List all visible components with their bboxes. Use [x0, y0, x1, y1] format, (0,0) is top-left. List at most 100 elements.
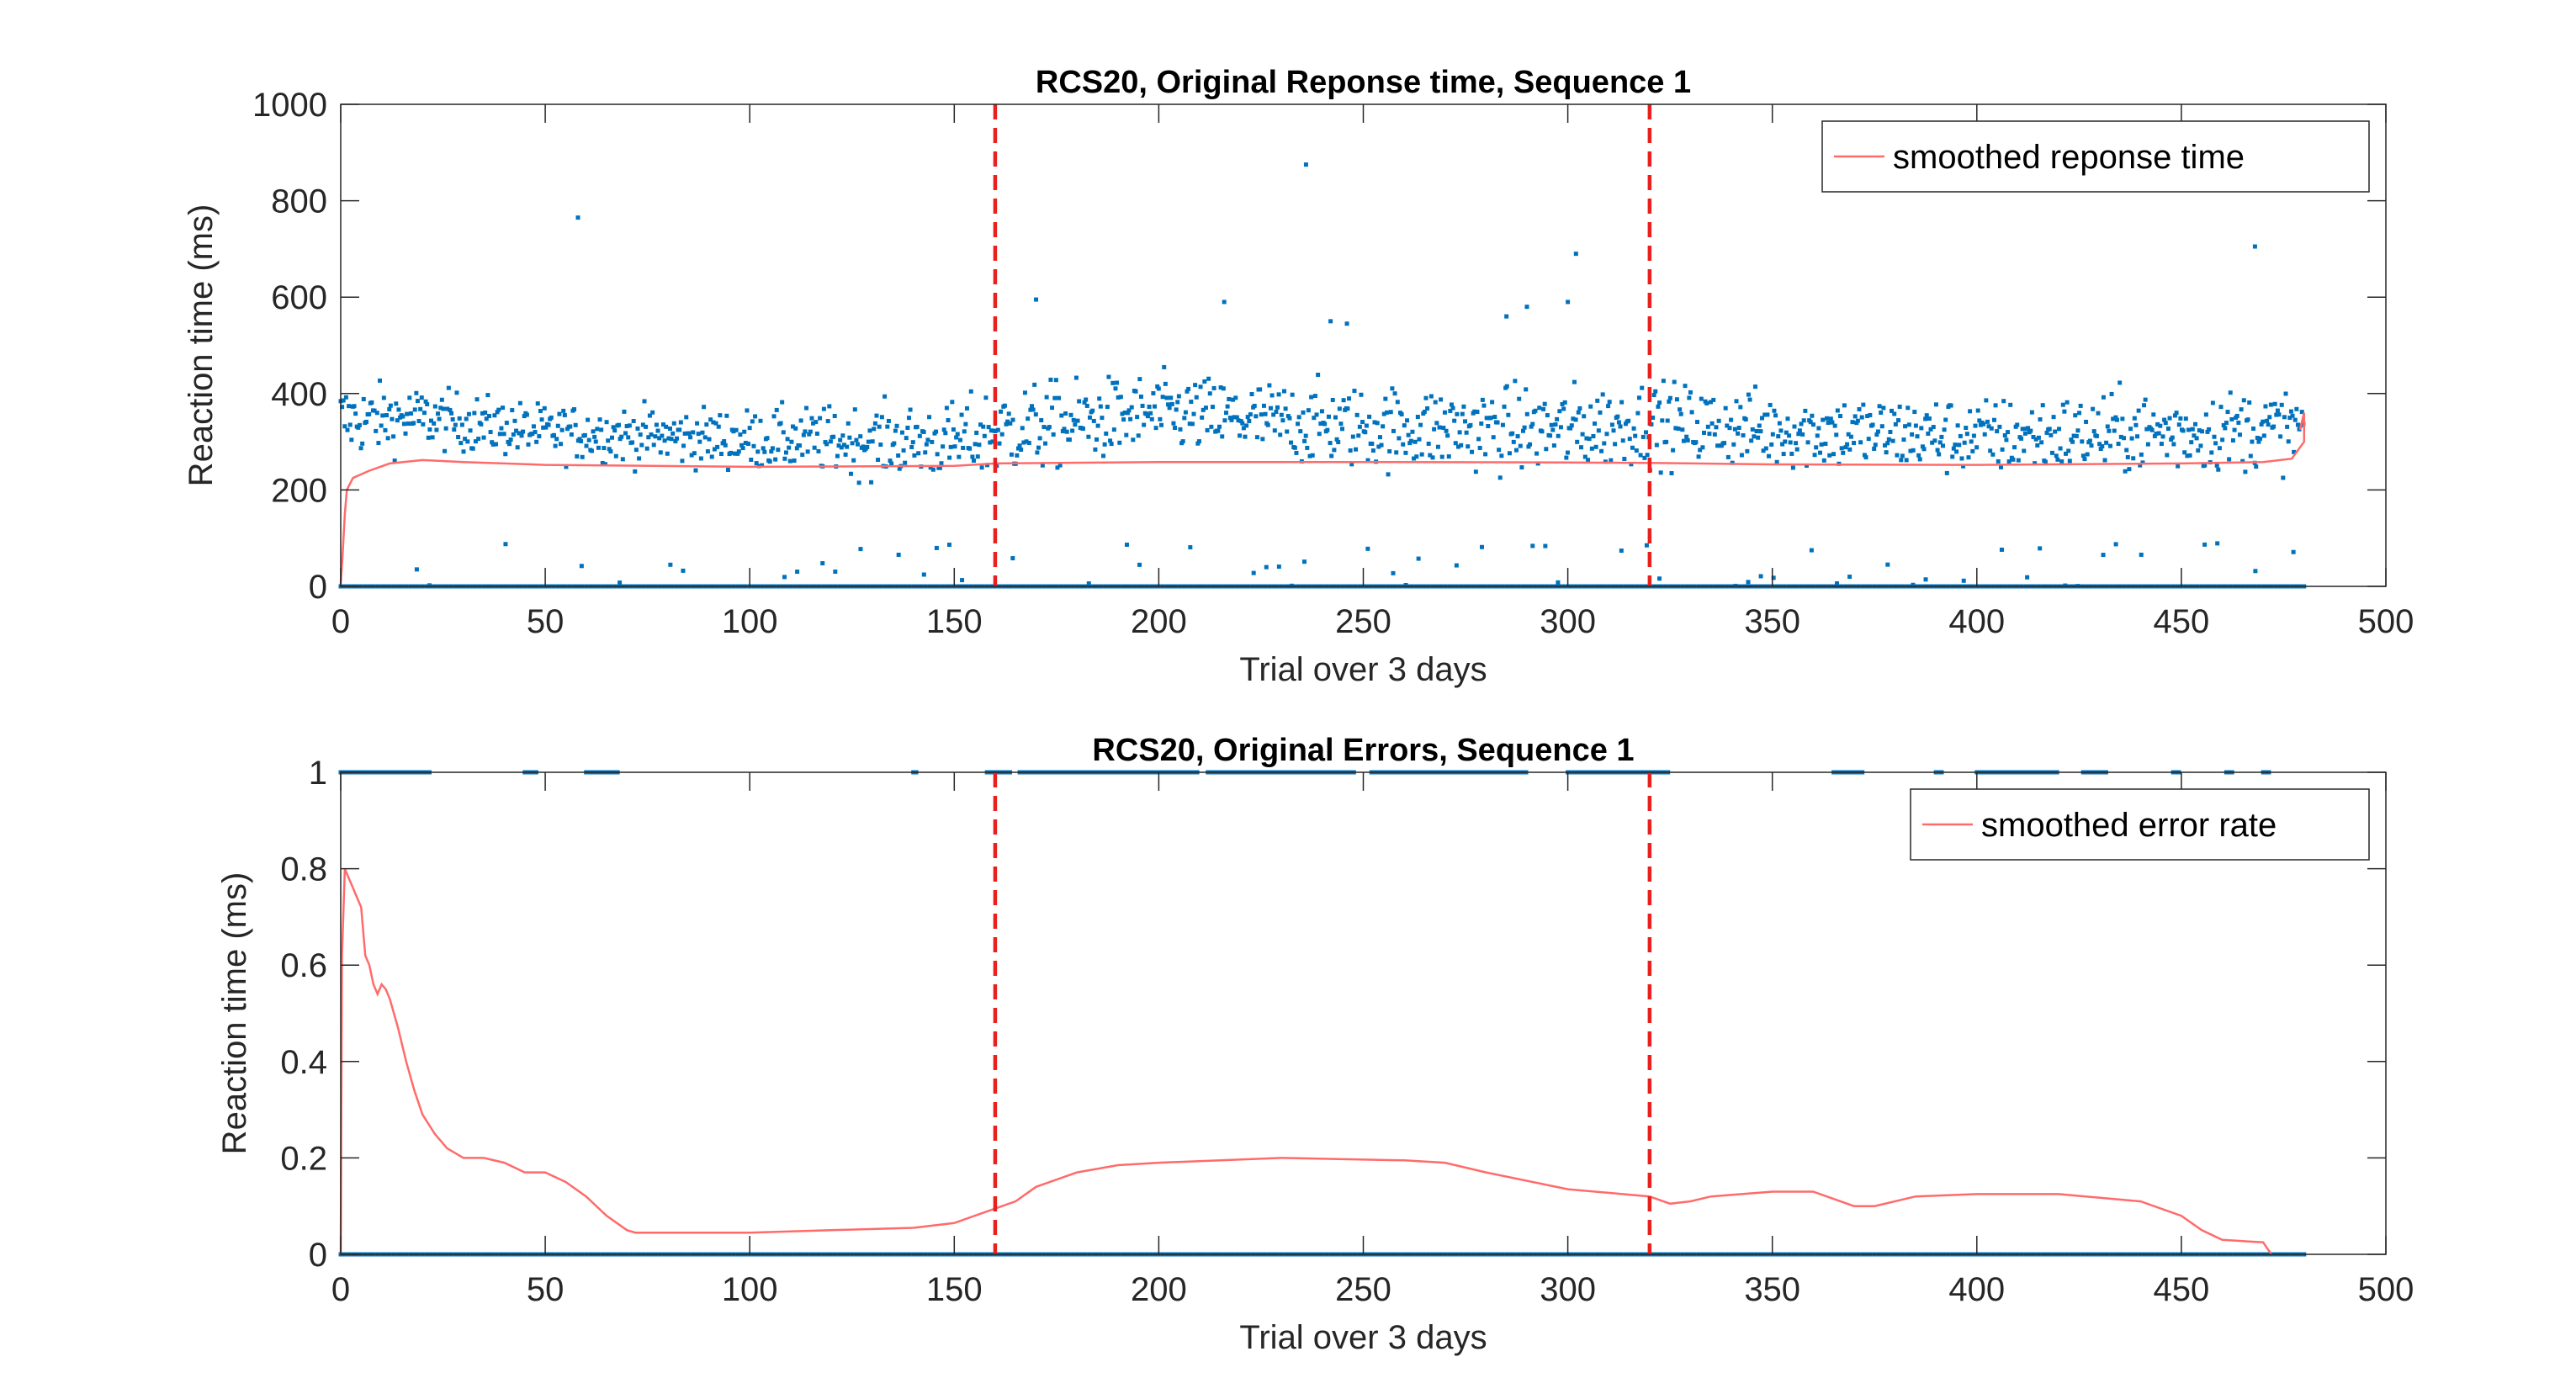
data-point [1804, 463, 1809, 468]
data-point [680, 458, 685, 464]
data-point [1164, 395, 1169, 400]
data-point [886, 418, 891, 423]
chart-title: RCS20, Original Errors, Sequence 1 [1092, 733, 1634, 768]
data-point [2145, 442, 2150, 447]
data-point [1244, 423, 1249, 428]
data-point [1767, 453, 1772, 458]
data-point [2125, 454, 2130, 459]
data-point [1843, 445, 1848, 450]
data-point [1873, 443, 1878, 448]
data-point [2096, 411, 2101, 416]
data-point [675, 436, 680, 441]
data-point [1835, 580, 1840, 586]
data-point [1068, 412, 1073, 417]
data-point [1999, 547, 2004, 552]
data-point [2102, 458, 2107, 463]
data-point [702, 405, 707, 410]
data-point [803, 429, 808, 434]
data-point [2274, 412, 2279, 417]
data-point [1002, 403, 1007, 408]
data-point [1953, 443, 1958, 448]
data-point [1784, 430, 1789, 435]
data-point [1059, 413, 1064, 418]
x-tick-label: 50 [527, 603, 564, 640]
data-point [2038, 546, 2043, 551]
data-point [1376, 444, 1381, 449]
data-point [1928, 427, 1933, 432]
data-point [1699, 396, 1704, 401]
data-point [954, 435, 959, 440]
data-point [432, 404, 437, 409]
data-point [1428, 453, 1433, 458]
data-point [2140, 460, 2145, 465]
data-point [1939, 434, 1944, 439]
data-point [807, 432, 812, 437]
data-point [1254, 414, 1259, 419]
data-point [1260, 437, 1265, 442]
x-tick-label: 100 [722, 1271, 778, 1308]
data-point [453, 422, 458, 427]
data-point [888, 458, 893, 464]
data-point [1587, 437, 1592, 442]
data-point [341, 398, 346, 403]
data-point [1491, 435, 1496, 440]
smoothed-line [339, 868, 2272, 1255]
data-point [2113, 415, 2118, 420]
data-point [443, 448, 448, 453]
data-point [2189, 440, 2194, 445]
data-point [978, 422, 983, 427]
data-point [1395, 400, 1400, 405]
data-point [2256, 439, 2261, 444]
data-point [1265, 422, 1270, 427]
data-point [767, 459, 772, 464]
data-point [970, 454, 975, 459]
data-point [858, 547, 863, 552]
data-point [2215, 541, 2220, 546]
data-point [1542, 401, 1547, 406]
data-point [2015, 422, 2020, 427]
data-point [2127, 467, 2132, 472]
data-point [1530, 543, 1535, 549]
data-point [1998, 464, 2003, 469]
data-point [554, 437, 559, 442]
data-point [651, 443, 656, 448]
data-point [2198, 443, 2203, 448]
data-point [874, 413, 879, 418]
data-point [1598, 410, 1603, 415]
data-point [655, 428, 660, 433]
data-point [787, 458, 792, 464]
data-point [877, 424, 882, 429]
data-point [2100, 443, 2105, 448]
x-tick-label: 250 [1335, 1271, 1391, 1308]
data-point [1796, 432, 1801, 437]
data-point [1687, 395, 1692, 400]
data-point [2261, 419, 2266, 424]
data-point [2202, 463, 2208, 468]
data-point [2091, 429, 2096, 434]
data-point [1611, 428, 1616, 433]
data-point [1711, 397, 1716, 402]
data-point [2187, 453, 2192, 458]
data-point [713, 421, 718, 426]
data-point [948, 444, 953, 449]
data-point [342, 424, 347, 429]
data-point [1678, 407, 1683, 412]
data-point [1644, 543, 1649, 548]
data-point [910, 440, 915, 445]
data-point [1845, 442, 1850, 447]
data-point [2071, 433, 2076, 438]
data-point [1126, 408, 1132, 413]
data-point [1832, 423, 1837, 428]
data-point [1696, 454, 1701, 459]
data-point [2028, 428, 2033, 433]
data-point [1549, 422, 1554, 427]
data-point [1202, 379, 1207, 384]
data-point [1725, 423, 1730, 428]
data-point [805, 449, 810, 454]
data-point [1488, 416, 1493, 421]
data-point [2190, 427, 2195, 432]
data-point [496, 407, 501, 412]
data-point [647, 413, 652, 418]
data-point [1719, 443, 1724, 448]
data-point [483, 410, 488, 415]
